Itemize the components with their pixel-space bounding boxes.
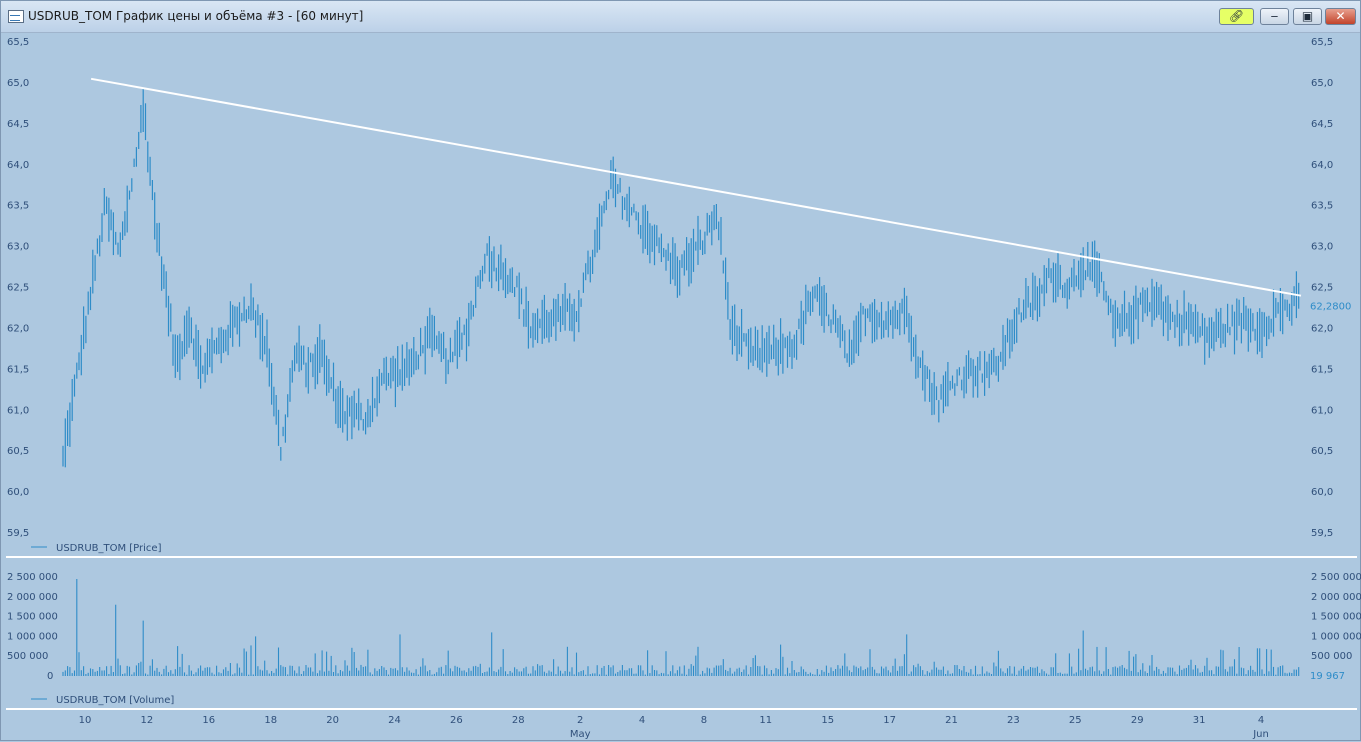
price-y-tick-right: 60,0 — [1311, 487, 1333, 498]
price-y-tick-left: 65,0 — [7, 78, 29, 89]
x-tick-label: 15 — [821, 715, 834, 726]
x-tick-label: 31 — [1193, 715, 1206, 726]
last-price-label: 62,2800 — [1310, 302, 1351, 313]
price-y-tick-left: 62,0 — [7, 323, 29, 334]
x-tick-label: 11 — [759, 715, 772, 726]
trend-line — [90, 77, 1302, 297]
price-y-tick-right: 65,5 — [1311, 37, 1333, 48]
price-y-tick-left: 61,0 — [7, 405, 29, 416]
x-tick-label: 16 — [202, 715, 215, 726]
price-y-tick-left: 61,5 — [7, 364, 29, 375]
price-y-tick-left: 64,0 — [7, 160, 29, 171]
x-tick-label: 18 — [264, 715, 277, 726]
volume-y-tick-right: 500 000 — [1311, 651, 1352, 662]
price-y-tick-left: 64,5 — [7, 119, 29, 130]
price-legend: USDRUB_TOM [Price] — [56, 543, 162, 554]
price-y-tick-right: 62,5 — [1311, 283, 1333, 294]
price-y-tick-right: 63,0 — [1311, 242, 1333, 253]
x-tick-label: 25 — [1069, 715, 1082, 726]
price-y-tick-left: 59,5 — [7, 528, 29, 539]
x-tick-label: 4 — [639, 715, 645, 726]
volume-y-tick-right: 1 000 000 — [1311, 631, 1361, 642]
volume-y-tick-left: 1 000 000 — [7, 631, 58, 642]
price-y-tick-left: 60,5 — [7, 446, 29, 457]
price-y-tick-right: 61,5 — [1311, 364, 1333, 375]
x-tick-label: 10 — [79, 715, 92, 726]
x-month-label: Jun — [1252, 729, 1269, 740]
price-y-tick-right: 60,5 — [1311, 446, 1333, 457]
x-tick-label: 23 — [1007, 715, 1020, 726]
volume-y-tick-left: 0 — [47, 671, 53, 682]
link-icon[interactable]: 🔗︎ — [1219, 8, 1254, 25]
maximize-icon[interactable]: ▣ — [1293, 8, 1322, 25]
volume-y-tick-left: 2 500 000 — [7, 572, 58, 583]
price-y-tick-left: 65,5 — [7, 37, 29, 48]
volume-y-tick-left: 500 000 — [7, 651, 48, 662]
close-icon[interactable]: ✕ — [1325, 8, 1356, 25]
x-tick-label: 8 — [701, 715, 707, 726]
title-bar[interactable]: USDRUB_TOM График цены и объёма #3 - [60… — [1, 1, 1360, 33]
window-title: USDRUB_TOM График цены и объёма #3 - [60… — [28, 9, 364, 23]
x-tick-label: 28 — [512, 715, 525, 726]
price-y-tick-left: 63,5 — [7, 201, 29, 212]
x-tick-label: 20 — [326, 715, 339, 726]
minimize-icon[interactable]: ‒ — [1260, 8, 1289, 25]
x-tick-label: 2 — [577, 715, 583, 726]
x-tick-label: 4 — [1258, 715, 1264, 726]
price-y-tick-right: 64,5 — [1311, 119, 1333, 130]
price-y-tick-right: 64,0 — [1311, 160, 1333, 171]
price-y-tick-left: 62,5 — [7, 283, 29, 294]
price-y-tick-left: 60,0 — [7, 487, 29, 498]
volume-y-tick-right: 2 000 000 — [1311, 592, 1361, 603]
x-tick-label: 21 — [945, 715, 958, 726]
x-tick-label: 26 — [450, 715, 463, 726]
volume-y-tick-left: 2 000 000 — [7, 592, 58, 603]
price-y-tick-left: 63,0 — [7, 242, 29, 253]
price-y-tick-right: 62,0 — [1311, 323, 1333, 334]
x-tick-label: 17 — [883, 715, 896, 726]
price-y-tick-right: 65,0 — [1311, 78, 1333, 89]
price-y-tick-right: 59,5 — [1311, 528, 1333, 539]
x-tick-label: 29 — [1131, 715, 1144, 726]
window-icon — [8, 10, 24, 23]
price-y-tick-right: 63,5 — [1311, 201, 1333, 212]
x-tick-label: 12 — [141, 715, 154, 726]
x-month-label: May — [570, 729, 591, 740]
last-volume-label: 19 967 — [1310, 671, 1345, 682]
volume-legend: USDRUB_TOM [Volume] — [56, 695, 174, 706]
volume-y-tick-right: 1 500 000 — [1311, 612, 1361, 623]
price-y-tick-right: 61,0 — [1311, 405, 1333, 416]
volume-y-tick-left: 1 500 000 — [7, 612, 58, 623]
volume-y-tick-right: 2 500 000 — [1311, 572, 1361, 583]
x-tick-label: 24 — [388, 715, 401, 726]
